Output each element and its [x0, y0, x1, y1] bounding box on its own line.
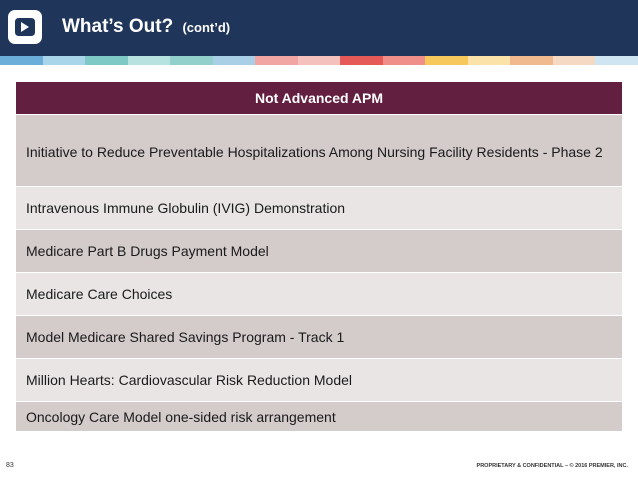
stripe-segment [595, 56, 638, 65]
stripe-segment [382, 56, 426, 65]
table-row: Oncology Care Model one-sided risk arran… [16, 401, 622, 431]
table-row: Medicare Part B Drugs Payment Model [16, 229, 622, 272]
title-main: What’s Out? [62, 16, 174, 37]
table-row: Medicare Care Choices [16, 272, 622, 315]
table-row: Model Medicare Shared Savings Program - … [16, 315, 622, 358]
page-number: 83 [6, 462, 14, 469]
apm-table: Not Advanced APM Initiative to Reduce Pr… [16, 82, 622, 431]
slide-header: What’s Out? (cont’d) [0, 0, 638, 56]
stripe-segment [510, 56, 553, 65]
stripe-segment [42, 56, 86, 65]
stripe-segment [127, 56, 171, 65]
color-stripe [0, 56, 638, 65]
stripe-segment [255, 56, 298, 65]
confidential-notice: PROPRIETARY & CONFIDENTIAL – © 2016 PREM… [476, 463, 628, 469]
stripe-segment [0, 56, 43, 65]
stripe-segment [212, 56, 256, 65]
stripe-segment [340, 56, 383, 65]
title-subtitle: (cont’d) [182, 20, 231, 35]
premier-logo-icon [8, 10, 42, 44]
page-title: What’s Out? (cont’d) [62, 16, 230, 38]
stripe-segment [170, 56, 213, 65]
stripe-segment [425, 56, 468, 65]
table-header: Not Advanced APM [16, 82, 622, 114]
table-row: Million Hearts: Cardiovascular Risk Redu… [16, 358, 622, 401]
stripe-segment [467, 56, 511, 65]
stripe-segment [297, 56, 341, 65]
stripe-segment [85, 56, 128, 65]
table-row: Initiative to Reduce Preventable Hospita… [16, 114, 622, 186]
table-row: Intravenous Immune Globulin (IVIG) Demon… [16, 186, 622, 229]
stripe-segment [552, 56, 596, 65]
